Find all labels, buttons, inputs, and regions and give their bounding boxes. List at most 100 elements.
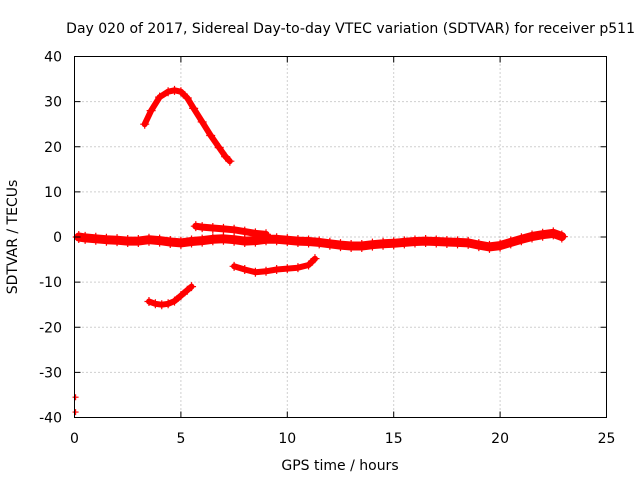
data-point: [206, 130, 216, 140]
series-lower-segment: [229, 254, 320, 277]
data-point: [146, 106, 156, 116]
data-point: [250, 267, 260, 277]
axis-ticks: 0 5 10 15 20 25 -40 -30 -20 -10 0 10 20 30 40: [39, 50, 615, 448]
data-point: [218, 223, 229, 234]
data-point: [182, 93, 192, 103]
x-tick-label: 25: [598, 431, 616, 447]
y-tick-label: 10: [44, 185, 62, 201]
x-tick-label: 5: [176, 431, 185, 447]
series-main-band: [72, 227, 568, 253]
data-point: [207, 222, 218, 233]
data-point: [272, 264, 282, 274]
data-point: [176, 291, 186, 301]
data-point: [150, 299, 160, 309]
y-tick-label: -30: [39, 365, 62, 381]
data-point: [170, 85, 180, 95]
data-point: [261, 229, 272, 240]
outlier-point: [72, 394, 79, 401]
data-point: [187, 282, 197, 292]
data-point: [515, 233, 528, 246]
data-point: [281, 234, 294, 247]
data-point: [419, 235, 432, 248]
data-point: [229, 224, 240, 235]
x-axis-label: GPS time / hours: [281, 458, 398, 474]
data-point: [142, 233, 155, 246]
data-point: [157, 300, 167, 310]
data-point: [313, 236, 326, 249]
data-point: [182, 285, 192, 295]
data-point: [189, 103, 199, 113]
data-point: [140, 119, 150, 129]
data-point: [214, 143, 224, 153]
data-point: [334, 239, 347, 252]
data-point: [174, 236, 187, 249]
data-point: [302, 235, 315, 248]
data-point: [225, 156, 235, 166]
data-point: [310, 254, 320, 264]
data-point: [197, 222, 208, 233]
data-point: [164, 235, 177, 248]
data-point: [163, 87, 173, 97]
data-point: [555, 230, 568, 243]
y-tick-label: 30: [44, 95, 62, 111]
data-point: [132, 235, 145, 248]
data-point: [323, 237, 336, 250]
data-point: [239, 226, 250, 237]
x-tick-label: 15: [385, 431, 403, 447]
data-point: [387, 237, 400, 250]
data-point: [293, 263, 303, 273]
data-point: [196, 234, 209, 247]
outlier-point: [72, 409, 79, 416]
data-point: [377, 237, 390, 250]
y-tick-label: -20: [39, 320, 62, 336]
series-outliers: [72, 394, 79, 416]
data-point: [408, 235, 421, 248]
data-point: [440, 235, 453, 248]
data-point: [228, 233, 241, 246]
data-point: [170, 296, 180, 306]
data-point: [345, 240, 358, 253]
data-point: [494, 239, 507, 252]
data-point: [355, 240, 368, 253]
data-point: [79, 231, 92, 244]
y-tick-label: -10: [39, 275, 62, 291]
series-lowest-arc: [144, 282, 197, 310]
x-tick-label: 10: [278, 431, 296, 447]
data-point: [111, 234, 124, 247]
data-point: [144, 297, 154, 307]
x-tick-label: 0: [70, 431, 79, 447]
data-point: [398, 236, 411, 249]
data-point: [270, 233, 283, 246]
data-point: [155, 92, 165, 102]
data-point: [89, 232, 102, 245]
data-point: [504, 236, 517, 249]
data-point: [153, 234, 166, 247]
data-point: [100, 233, 113, 246]
y-tick-label: 20: [44, 140, 62, 156]
data-point: [238, 235, 251, 248]
y-axis-label: SDTVAR / TECUs: [5, 180, 21, 295]
data-point: [261, 266, 271, 276]
data-point: [291, 235, 304, 248]
data-point: [217, 232, 230, 245]
y-tick-label: 0: [53, 230, 62, 246]
data-point: [472, 239, 485, 252]
data-point: [462, 236, 475, 249]
data-point: [536, 228, 549, 241]
x-tick-label: 20: [491, 431, 509, 447]
data-point: [547, 227, 560, 240]
data-point: [304, 260, 314, 270]
data-point: [121, 235, 134, 248]
data-point: [526, 230, 539, 243]
data-point: [250, 228, 261, 239]
data-point: [483, 240, 496, 253]
data-point: [176, 87, 186, 97]
data-point: [282, 264, 292, 274]
data-point: [430, 235, 443, 248]
data-point: [229, 261, 239, 271]
y-tick-label: 40: [44, 50, 62, 66]
data-point: [163, 299, 173, 309]
data-point: [240, 264, 250, 274]
series-offset-segment: [190, 221, 272, 240]
